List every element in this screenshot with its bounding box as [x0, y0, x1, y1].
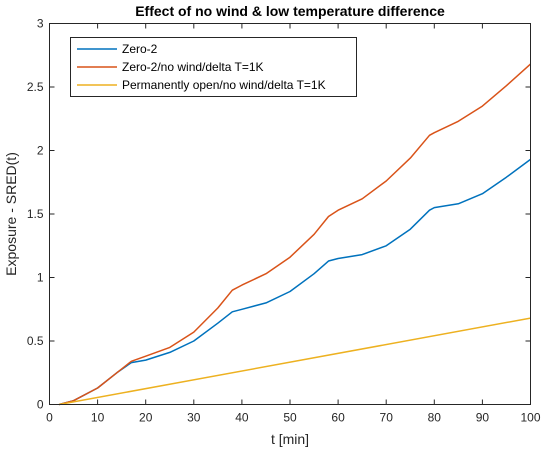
x-tick-label: 50 — [283, 411, 297, 425]
x-tick-label: 80 — [428, 411, 442, 425]
legend: Zero-2 Zero-2/no wind/delta T=1K Permanent… — [70, 37, 357, 97]
x-tick-label: 60 — [331, 411, 345, 425]
plot-frame — [49, 23, 531, 405]
x-tick-label: 90 — [476, 411, 490, 425]
y-tick-label: 1 — [37, 271, 44, 285]
x-tick-label: 40 — [235, 411, 249, 425]
y-tick-label: 0 — [37, 398, 44, 412]
chart-title: Effect of no wind & low temperature diff… — [135, 3, 445, 19]
x-tick-label: 70 — [380, 411, 394, 425]
y-tick-label: 1.5 — [27, 207, 44, 221]
axis-ticks: 0 10 20 30 40 50 60 70 80 90 100 0 0.5 1 1.5 2 2.5 3 — [27, 17, 541, 425]
legend-box — [70, 37, 357, 97]
y-tick-label: 2.5 — [27, 80, 44, 94]
x-tick-label: 30 — [187, 411, 201, 425]
x-tick-label: 10 — [91, 411, 105, 425]
y-tick-label: 0.5 — [27, 334, 44, 348]
series-line-1 — [58, 158, 531, 406]
x-tick-label: 0 — [46, 411, 53, 425]
y-tick-label: 3 — [37, 17, 44, 31]
y-axis-label: Exposure - SRED(t) — [3, 152, 19, 276]
x-axis-label: t [min] — [271, 431, 309, 447]
series-line-3 — [58, 317, 531, 406]
legend-label-1: Zero-2 — [122, 42, 158, 56]
y-tick-label: 2 — [37, 144, 44, 158]
series-layer — [58, 63, 532, 406]
series-line-2 — [58, 63, 532, 406]
x-tick-label: 20 — [139, 411, 153, 425]
legend-label-2: Zero-2/no wind/delta T=1K — [122, 60, 264, 74]
legend-label-3: Permanently open/no wind/delta T=1K — [122, 78, 326, 92]
x-tick-label: 100 — [520, 411, 540, 425]
